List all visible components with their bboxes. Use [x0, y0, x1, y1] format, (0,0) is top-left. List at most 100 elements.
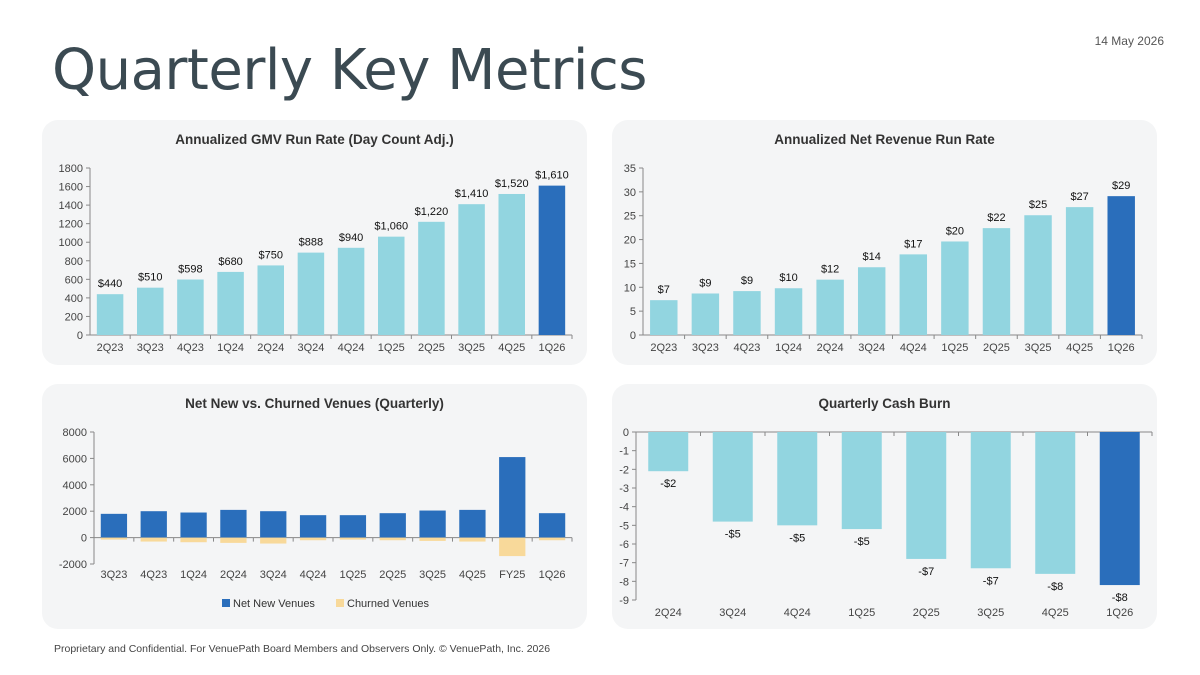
x-tick-label: 2Q24 [257, 342, 284, 354]
bar [498, 193, 526, 335]
legend-label-net-new: Net New Venues [233, 598, 315, 610]
x-tick-label: 1Q24 [217, 342, 244, 354]
churned-bar [100, 537, 128, 540]
bar [177, 279, 204, 335]
bar [650, 300, 678, 335]
churned-bar [499, 537, 526, 557]
data-label: $20 [946, 225, 964, 237]
data-label: $1,220 [415, 206, 449, 218]
x-tick-label: 3Q24 [719, 607, 746, 619]
data-label: $888 [299, 237, 323, 249]
bar [970, 432, 1011, 569]
x-tick-label: 2Q25 [418, 342, 445, 354]
x-tick-label: 2Q25 [983, 342, 1010, 354]
bar [774, 288, 803, 335]
x-tick-label: 4Q23 [733, 342, 760, 354]
bar [982, 228, 1011, 335]
x-tick-label: 1Q25 [848, 607, 875, 619]
churned-bar [299, 537, 327, 541]
data-label: $17 [904, 238, 922, 250]
bar [96, 294, 124, 335]
x-tick-label: 1Q24 [180, 569, 207, 581]
y-tick-label: -4 [619, 502, 629, 514]
y-tick-label: -2 [619, 464, 629, 476]
data-label: -$5 [854, 536, 870, 548]
x-tick-label: 1Q26 [1108, 342, 1135, 354]
data-label: $1,060 [374, 221, 408, 233]
data-label: -$7 [983, 575, 999, 587]
x-tick-label: 3Q25 [419, 569, 446, 581]
churned-bar [180, 537, 207, 543]
y-tick-label: -8 [619, 576, 629, 588]
data-label: $25 [1029, 199, 1047, 211]
bar [712, 432, 753, 522]
x-tick-label: 4Q23 [140, 569, 167, 581]
y-tick-label: -9 [619, 595, 629, 607]
y-tick-label: 1200 [59, 219, 83, 231]
y-tick-label: -2000 [59, 559, 87, 571]
data-label: -$8 [1112, 592, 1128, 604]
x-tick-label: 3Q25 [458, 342, 485, 354]
y-tick-label: 8000 [63, 427, 87, 439]
bar [1024, 215, 1052, 335]
y-tick-label: 10 [624, 282, 636, 294]
y-tick-label: -7 [619, 558, 629, 570]
data-label: $22 [987, 212, 1005, 224]
bar [691, 293, 720, 335]
net-new-bar [499, 457, 526, 538]
churned-bar [379, 537, 406, 541]
venues-chart: -2000 0 2000 4000 6000 8000 3Q23 4Q23 1Q24 2Q24 3Q… [59, 427, 573, 610]
x-tick-label: 2Q24 [655, 607, 682, 619]
x-tick-label: 1Q25 [378, 342, 405, 354]
churned-bar [459, 537, 486, 542]
y-tick-label: 6000 [63, 453, 87, 465]
data-label: $29 [1112, 180, 1130, 192]
net-new-bar [538, 513, 566, 538]
data-label: -$5 [789, 532, 805, 544]
x-tick-label: 2Q23 [650, 342, 677, 354]
bar [297, 252, 325, 335]
bar [1099, 432, 1140, 586]
legend-label-churned: Churned Venues [347, 598, 429, 610]
x-tick-label: 4Q25 [1042, 607, 1069, 619]
page-title: Quarterly Key Metrics [52, 38, 647, 103]
data-label: $27 [1070, 191, 1088, 203]
bar [377, 236, 405, 335]
data-label: $9 [699, 277, 711, 289]
bar [418, 221, 445, 335]
data-label: $9 [741, 275, 753, 287]
bar [941, 241, 969, 335]
bar [257, 265, 285, 335]
data-label: $940 [339, 232, 363, 244]
bar [136, 287, 164, 335]
gmv-chart-panel: Annualized GMV Run Rate (Day Count Adj.)… [42, 120, 587, 365]
data-label: -$5 [725, 529, 741, 541]
y-tick-label: 35 [624, 163, 636, 175]
net-new-bar [379, 513, 406, 538]
x-tick-label: 2Q25 [913, 607, 940, 619]
y-tick-label: 0 [630, 330, 636, 342]
data-label: -$8 [1047, 581, 1063, 593]
data-label: -$7 [918, 566, 934, 578]
x-tick-label: 4Q24 [338, 342, 365, 354]
x-tick-label: 1Q26 [538, 342, 565, 354]
net-new-bar [260, 511, 287, 538]
y-tick-label: 30 [624, 187, 636, 199]
y-tick-label: -6 [619, 539, 629, 551]
venues-chart-panel: Net New vs. Churned Venues (Quarterly) -… [42, 384, 587, 629]
x-tick-label: 3Q24 [858, 342, 885, 354]
bar [906, 432, 947, 559]
y-tick-label: -3 [619, 483, 629, 495]
net-new-bar [140, 511, 167, 538]
data-label: $10 [779, 272, 797, 284]
data-label: $598 [178, 264, 202, 276]
x-tick-label: 1Q26 [1106, 607, 1133, 619]
x-tick-label: 2Q25 [379, 569, 406, 581]
data-label: $14 [863, 251, 881, 263]
y-tick-label: -5 [619, 520, 629, 532]
y-tick-label: 0 [81, 533, 87, 545]
y-tick-label: 0 [623, 427, 629, 439]
x-tick-label: 2Q23 [97, 342, 124, 354]
y-tick-label: 25 [624, 211, 636, 223]
y-tick-label: 1400 [59, 200, 83, 212]
